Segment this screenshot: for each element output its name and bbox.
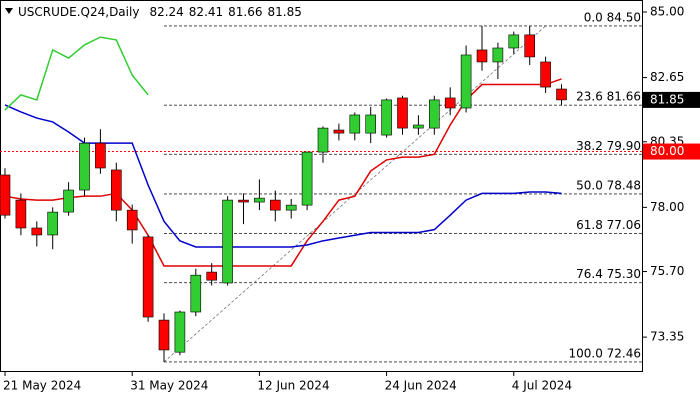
candle-body — [381, 99, 392, 136]
candle-body — [47, 211, 59, 236]
candle-body — [397, 97, 408, 129]
candle-body — [460, 54, 472, 109]
candle-body — [524, 34, 536, 58]
candle-body — [349, 114, 361, 134]
candle-body — [222, 199, 233, 284]
candle-body — [206, 271, 217, 281]
menu-arrow[interactable] — [5, 8, 13, 14]
candle-body — [540, 61, 551, 88]
y-tick-label: 82.65 — [650, 70, 684, 84]
indicator-line — [4, 36, 149, 111]
candle-body — [333, 129, 345, 134]
candle-body — [444, 97, 456, 109]
candle-body — [238, 199, 249, 203]
header-open: 82.24 — [149, 5, 183, 19]
fib-label: 61.8 77.06 — [576, 218, 641, 232]
price-tag — [643, 91, 700, 108]
fib-label: 100.0 72.46 — [568, 346, 641, 360]
candle-body — [126, 209, 138, 231]
fib-label: 50.0 78.48 — [576, 178, 641, 192]
candle-body — [15, 199, 27, 229]
candle-body — [317, 127, 329, 153]
price-tag-label: 81.85 — [650, 92, 684, 106]
x-tick-label: 21 May 2024 — [3, 379, 81, 393]
alert-tag — [643, 143, 700, 160]
header-close: 81.85 — [268, 5, 302, 19]
candle-body — [413, 124, 424, 129]
plot-layer: 0.0 84.50 23.6 81.66 38.2 79.90 50.0 78.48 6… — [0, 10, 643, 363]
candle-body — [95, 142, 106, 169]
chart-title: USCRUDE.Q24,Daily — [18, 5, 139, 19]
plot-frame — [0, 0, 643, 372]
y-tick-label: 85.00 — [650, 5, 684, 19]
header-low: 81.66 — [228, 5, 262, 19]
x-tick-label: 12 Jun 2024 — [257, 379, 329, 393]
fib-label: 76.4 75.30 — [576, 267, 641, 281]
candle-body — [79, 142, 90, 191]
header-high: 82.41 — [189, 5, 223, 19]
candle-body — [492, 47, 504, 63]
candle-body — [556, 88, 567, 101]
candle-body — [0, 174, 11, 216]
candle-body — [508, 34, 520, 49]
y-tick-label: 78.00 — [650, 200, 684, 214]
x-tick-label: 31 May 2024 — [130, 379, 208, 393]
fib-label: 0.0 84.50 — [584, 10, 641, 24]
candle-body — [142, 236, 154, 318]
candle-body — [285, 204, 297, 211]
fib-label: 23.6 81.66 — [576, 90, 641, 104]
y-tick-label: 75.70 — [650, 264, 684, 278]
x-tick-label: 24 Jun 2024 — [385, 379, 457, 393]
candle-body — [158, 319, 170, 351]
x-tick-label: 4 Jul 2024 — [512, 379, 572, 393]
candle-body — [269, 199, 281, 211]
candle-body — [476, 49, 488, 63]
candle-body — [428, 99, 440, 129]
candle-body — [111, 169, 122, 211]
fib-label: 38.2 79.90 — [576, 139, 641, 153]
candle-body — [63, 189, 74, 213]
candle-body — [365, 114, 377, 134]
candle-body — [190, 274, 202, 313]
chart-header: USCRUDE.Q24,Daily 82.24 82.41 81.66 81.85 — [18, 5, 302, 19]
candle-body — [174, 311, 186, 353]
candle-body — [301, 151, 313, 206]
alert-tag-label: 80.00 — [650, 144, 684, 158]
candle-body — [31, 227, 43, 236]
y-tick-label: 73.35 — [650, 330, 684, 344]
candle-body — [254, 197, 265, 203]
